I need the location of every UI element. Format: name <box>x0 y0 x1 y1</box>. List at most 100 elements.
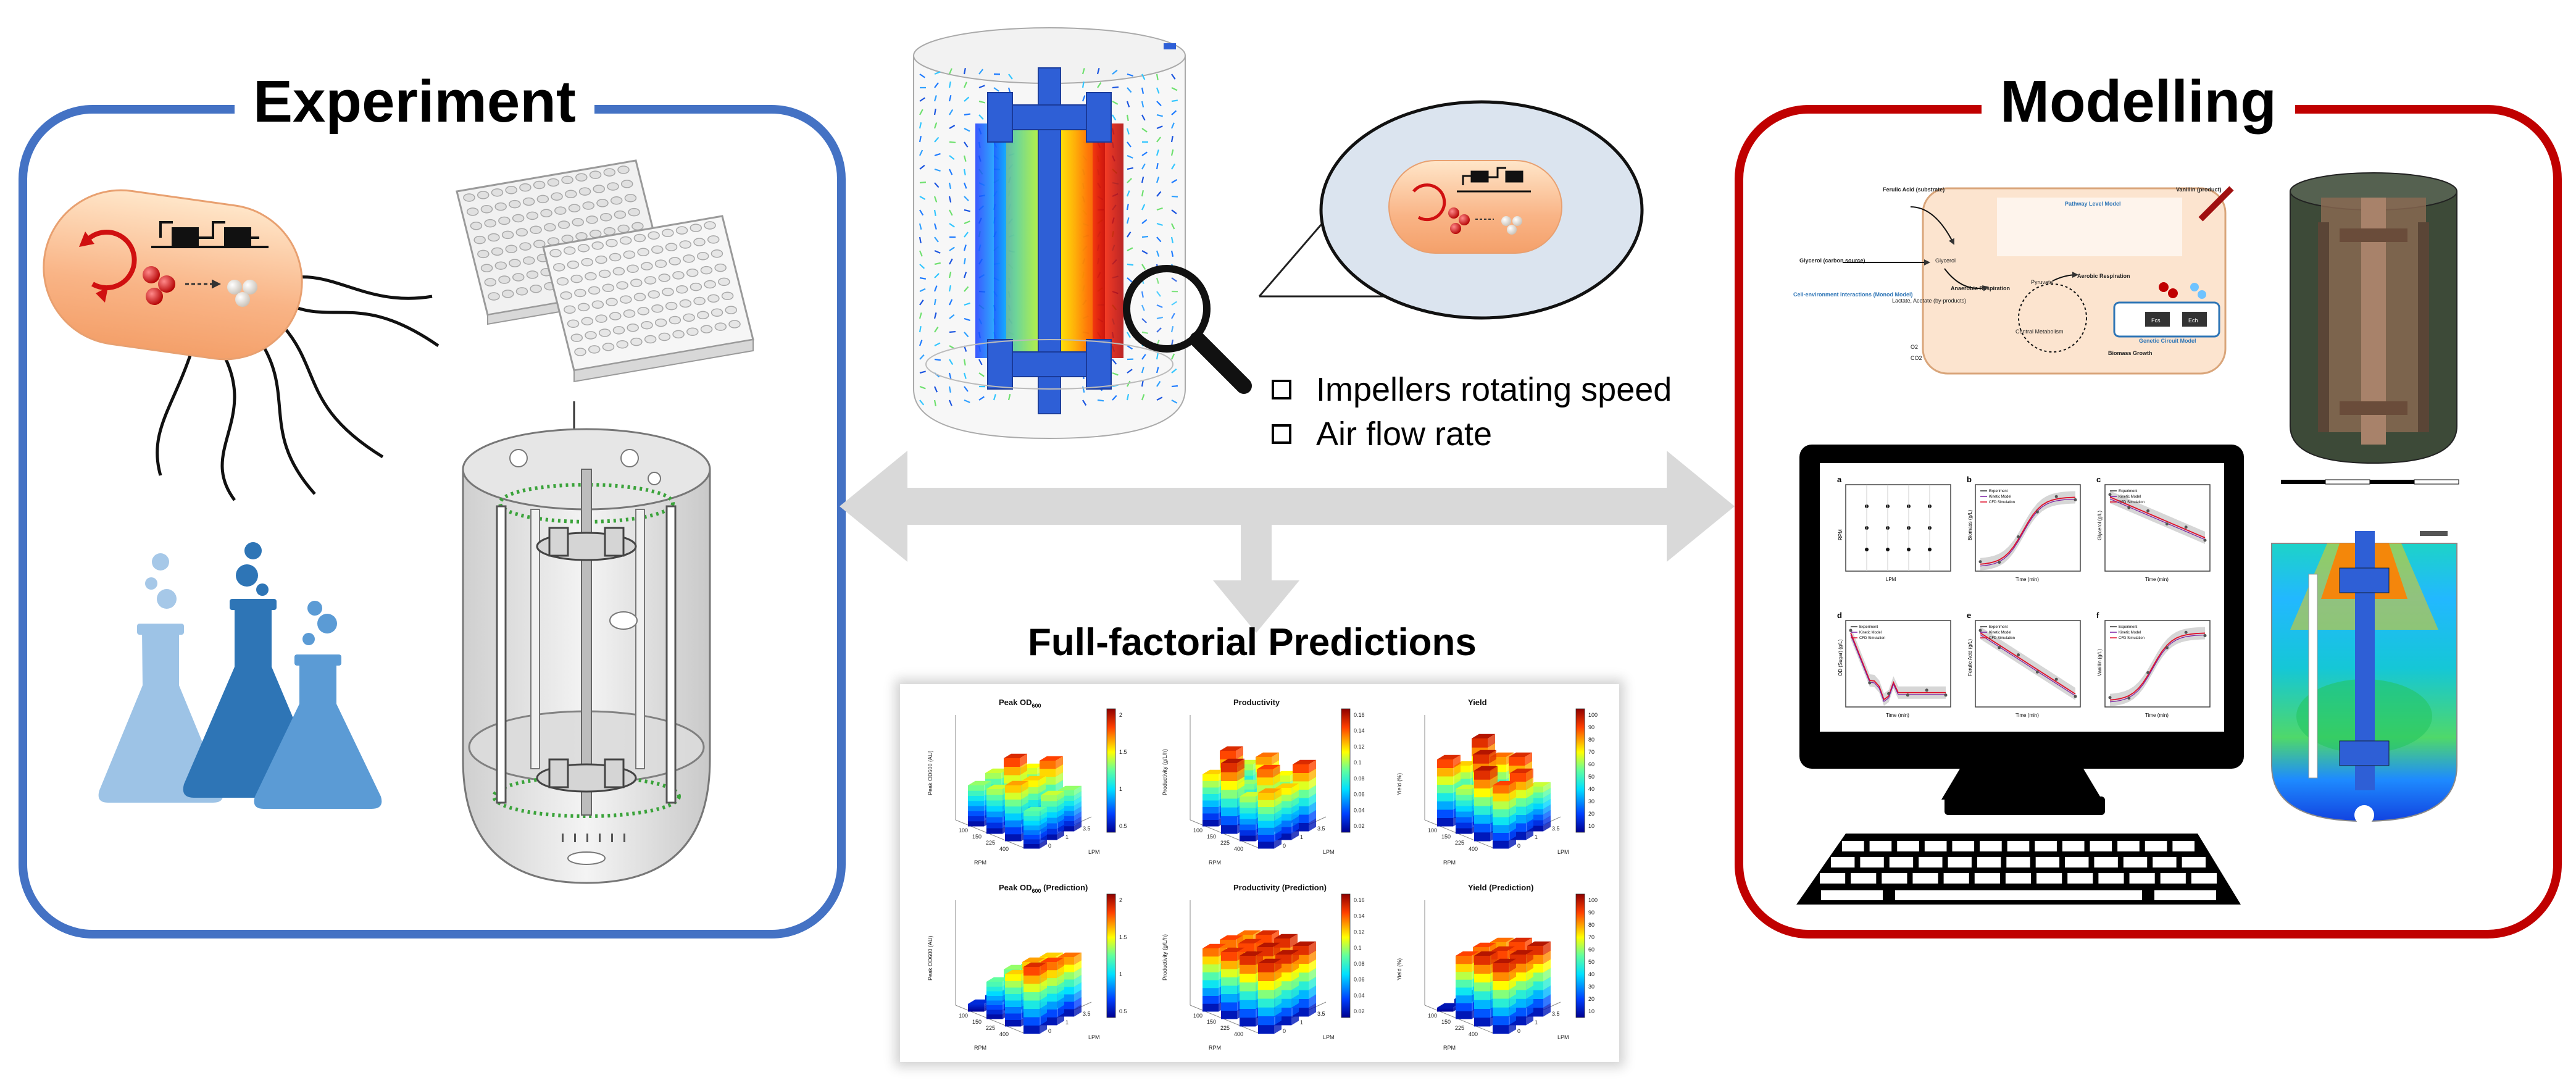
panel-ylabel: Biomass (g/L) <box>1967 509 1973 540</box>
computer-stand-base <box>1945 796 2105 815</box>
colorbar-tick: 0.08 <box>1354 961 1365 967</box>
fcs-label: Fcs <box>2151 317 2161 324</box>
rpm-tick: 225 <box>1455 1025 1464 1031</box>
colorbar-tick: 0.12 <box>1354 743 1365 750</box>
o2-label: O2 <box>1911 344 1918 350</box>
lpm-tick: 3.5 <box>1317 826 1325 832</box>
lpm-tick: 1 <box>1065 1019 1069 1026</box>
colorbar-tick: 40 <box>1588 786 1594 792</box>
z-axis-label: Yield (%) <box>1396 773 1403 795</box>
colorbar-tick: 50 <box>1588 774 1594 780</box>
checklist-item-air-flow: Air flow rate <box>1272 415 1492 453</box>
legend-entry: Kinetic Model <box>1989 495 2011 499</box>
colorbar-tick: 1.5 <box>1119 749 1127 755</box>
prediction-panel-title: Yield (Prediction) <box>1468 883 1533 892</box>
prediction-panel-title: Peak OD600 (Prediction) <box>999 883 1088 894</box>
flask-icon <box>98 542 382 809</box>
panel-xlabel: Time (min) <box>2145 577 2169 582</box>
panel-ylabel: OD (Sugar) (g/L) <box>1838 639 1843 676</box>
rpm-axis-label: RPM <box>1209 1045 1221 1051</box>
bacterium-icon <box>43 189 440 501</box>
colorbar-tick: 30 <box>1588 798 1594 805</box>
z-axis-label: Peak OD600 (AU) <box>927 935 933 980</box>
pathway-model-label: Pathway Level Model <box>2065 201 2121 207</box>
rpm-tick: 400 <box>1469 1031 1478 1037</box>
colorbar-tick: 40 <box>1588 971 1594 977</box>
connector-arrows <box>840 451 1735 633</box>
rpm-tick: 100 <box>1428 827 1437 834</box>
colorbar-tick: 0.06 <box>1354 977 1365 983</box>
rpm-tick: 400 <box>999 1031 1009 1037</box>
legend-entry: CFD Simulation <box>2119 637 2145 640</box>
colorbar-tick: 90 <box>1588 909 1594 916</box>
lpm-tick: 1 <box>1535 834 1538 840</box>
colorbar-tick: 30 <box>1588 984 1594 990</box>
legend-entry: Kinetic Model <box>2119 631 2141 635</box>
lpm-axis-label: LPM <box>1557 849 1569 855</box>
colorbar-tick: 0.14 <box>1354 728 1365 734</box>
rpm-tick: 150 <box>1207 834 1216 840</box>
colorbar-tick: 0.1 <box>1354 945 1362 951</box>
panel-xlabel: LPM <box>1886 577 1896 582</box>
colorbar-tick: 70 <box>1588 934 1594 940</box>
lpm-tick: 1 <box>1300 834 1303 840</box>
lpm-axis-label: LPM <box>1323 1034 1335 1040</box>
legend-entry: Experiment <box>1989 625 2008 629</box>
panel-ylabel: Vanillin (g/L) <box>2097 649 2103 676</box>
experiment-title: Experiment <box>235 68 594 136</box>
colorbar-tick: 60 <box>1588 947 1594 953</box>
colorbar-tick: 70 <box>1588 749 1594 755</box>
predictions-figure: Peak OD600 Peak OD600 (AU) 100 150 225 400 0 1 3… <box>900 684 1619 1062</box>
lpm-tick: 0 <box>1283 1028 1286 1034</box>
colorbar-tick: 100 <box>1588 897 1598 903</box>
lpm-axis-label: LPM <box>1088 849 1100 855</box>
rpm-tick: 150 <box>972 834 982 840</box>
rpm-tick: 150 <box>1441 1019 1451 1025</box>
rpm-tick: 150 <box>1441 834 1451 840</box>
colorbar-tick: 80 <box>1588 922 1594 928</box>
legend-entry: CFD Simulation <box>1989 501 2015 504</box>
rpm-tick: 225 <box>986 840 995 846</box>
prediction-panel: Peak OD600 (Prediction)Peak OD600 (AU)10… <box>927 883 1127 1051</box>
rpm-tick: 400 <box>1469 846 1478 852</box>
rpm-tick: 100 <box>959 827 968 834</box>
pyruvate-label: Pyruvate <box>2031 279 2053 285</box>
magnifier-icon <box>1123 265 1252 394</box>
colorbar-tick: 0.04 <box>1354 807 1365 813</box>
rpm-axis-label: RPM <box>1443 859 1456 866</box>
panel-letter: d <box>1837 611 1842 620</box>
rpm-tick: 150 <box>1207 1019 1216 1025</box>
pathway-diagram: Glycerol (carbon source) Glycerol Feruli… <box>1793 186 2234 375</box>
lpm-tick: 3.5 <box>1552 1011 1560 1017</box>
lpm-tick: 0 <box>1048 1028 1051 1034</box>
lpm-tick: 1 <box>1065 834 1069 840</box>
scale-bar <box>2281 479 2459 485</box>
glycerol-label: Glycerol <box>1935 257 1956 264</box>
panel-letter: b <box>1967 475 1972 484</box>
rpm-tick: 100 <box>959 1013 968 1019</box>
rpm-axis-label: RPM <box>974 859 986 866</box>
legend-entry: Kinetic Model <box>1989 631 2011 635</box>
colorbar-tick: 100 <box>1588 712 1598 718</box>
monitor-plot: e Time (min) Ferulic Acid (g/L) Experiment K… <box>1967 611 2081 718</box>
modelling-title: Modelling <box>1982 68 2295 136</box>
prediction-panel-title: Productivity (Prediction) <box>1233 883 1327 892</box>
rpm-tick: 400 <box>1234 1031 1243 1037</box>
lpm-tick: 0 <box>1517 843 1520 849</box>
rpm-tick: 400 <box>1234 846 1243 852</box>
ferulic-acid-label: Ferulic Acid (substrate) <box>1883 186 1945 193</box>
panel-letter: e <box>1967 611 1971 620</box>
cfd-bioreactor-icon <box>913 27 1186 440</box>
central-metabolism-label: Central Metabolism <box>2015 328 2064 335</box>
zoom-callout <box>1258 100 1644 320</box>
rpm-tick: 100 <box>1428 1013 1437 1019</box>
lpm-tick: 1 <box>1300 1019 1303 1026</box>
colorbar-tick: 0.08 <box>1354 775 1365 782</box>
ech-label: Ech <box>2188 317 2198 324</box>
legend-entry: Experiment <box>1989 490 2008 493</box>
panel-xlabel: Time (min) <box>2145 713 2169 718</box>
colorbar-tick: 1.5 <box>1119 934 1127 940</box>
well-plate-icon <box>456 159 754 383</box>
rpm-axis-label: RPM <box>1209 859 1221 866</box>
